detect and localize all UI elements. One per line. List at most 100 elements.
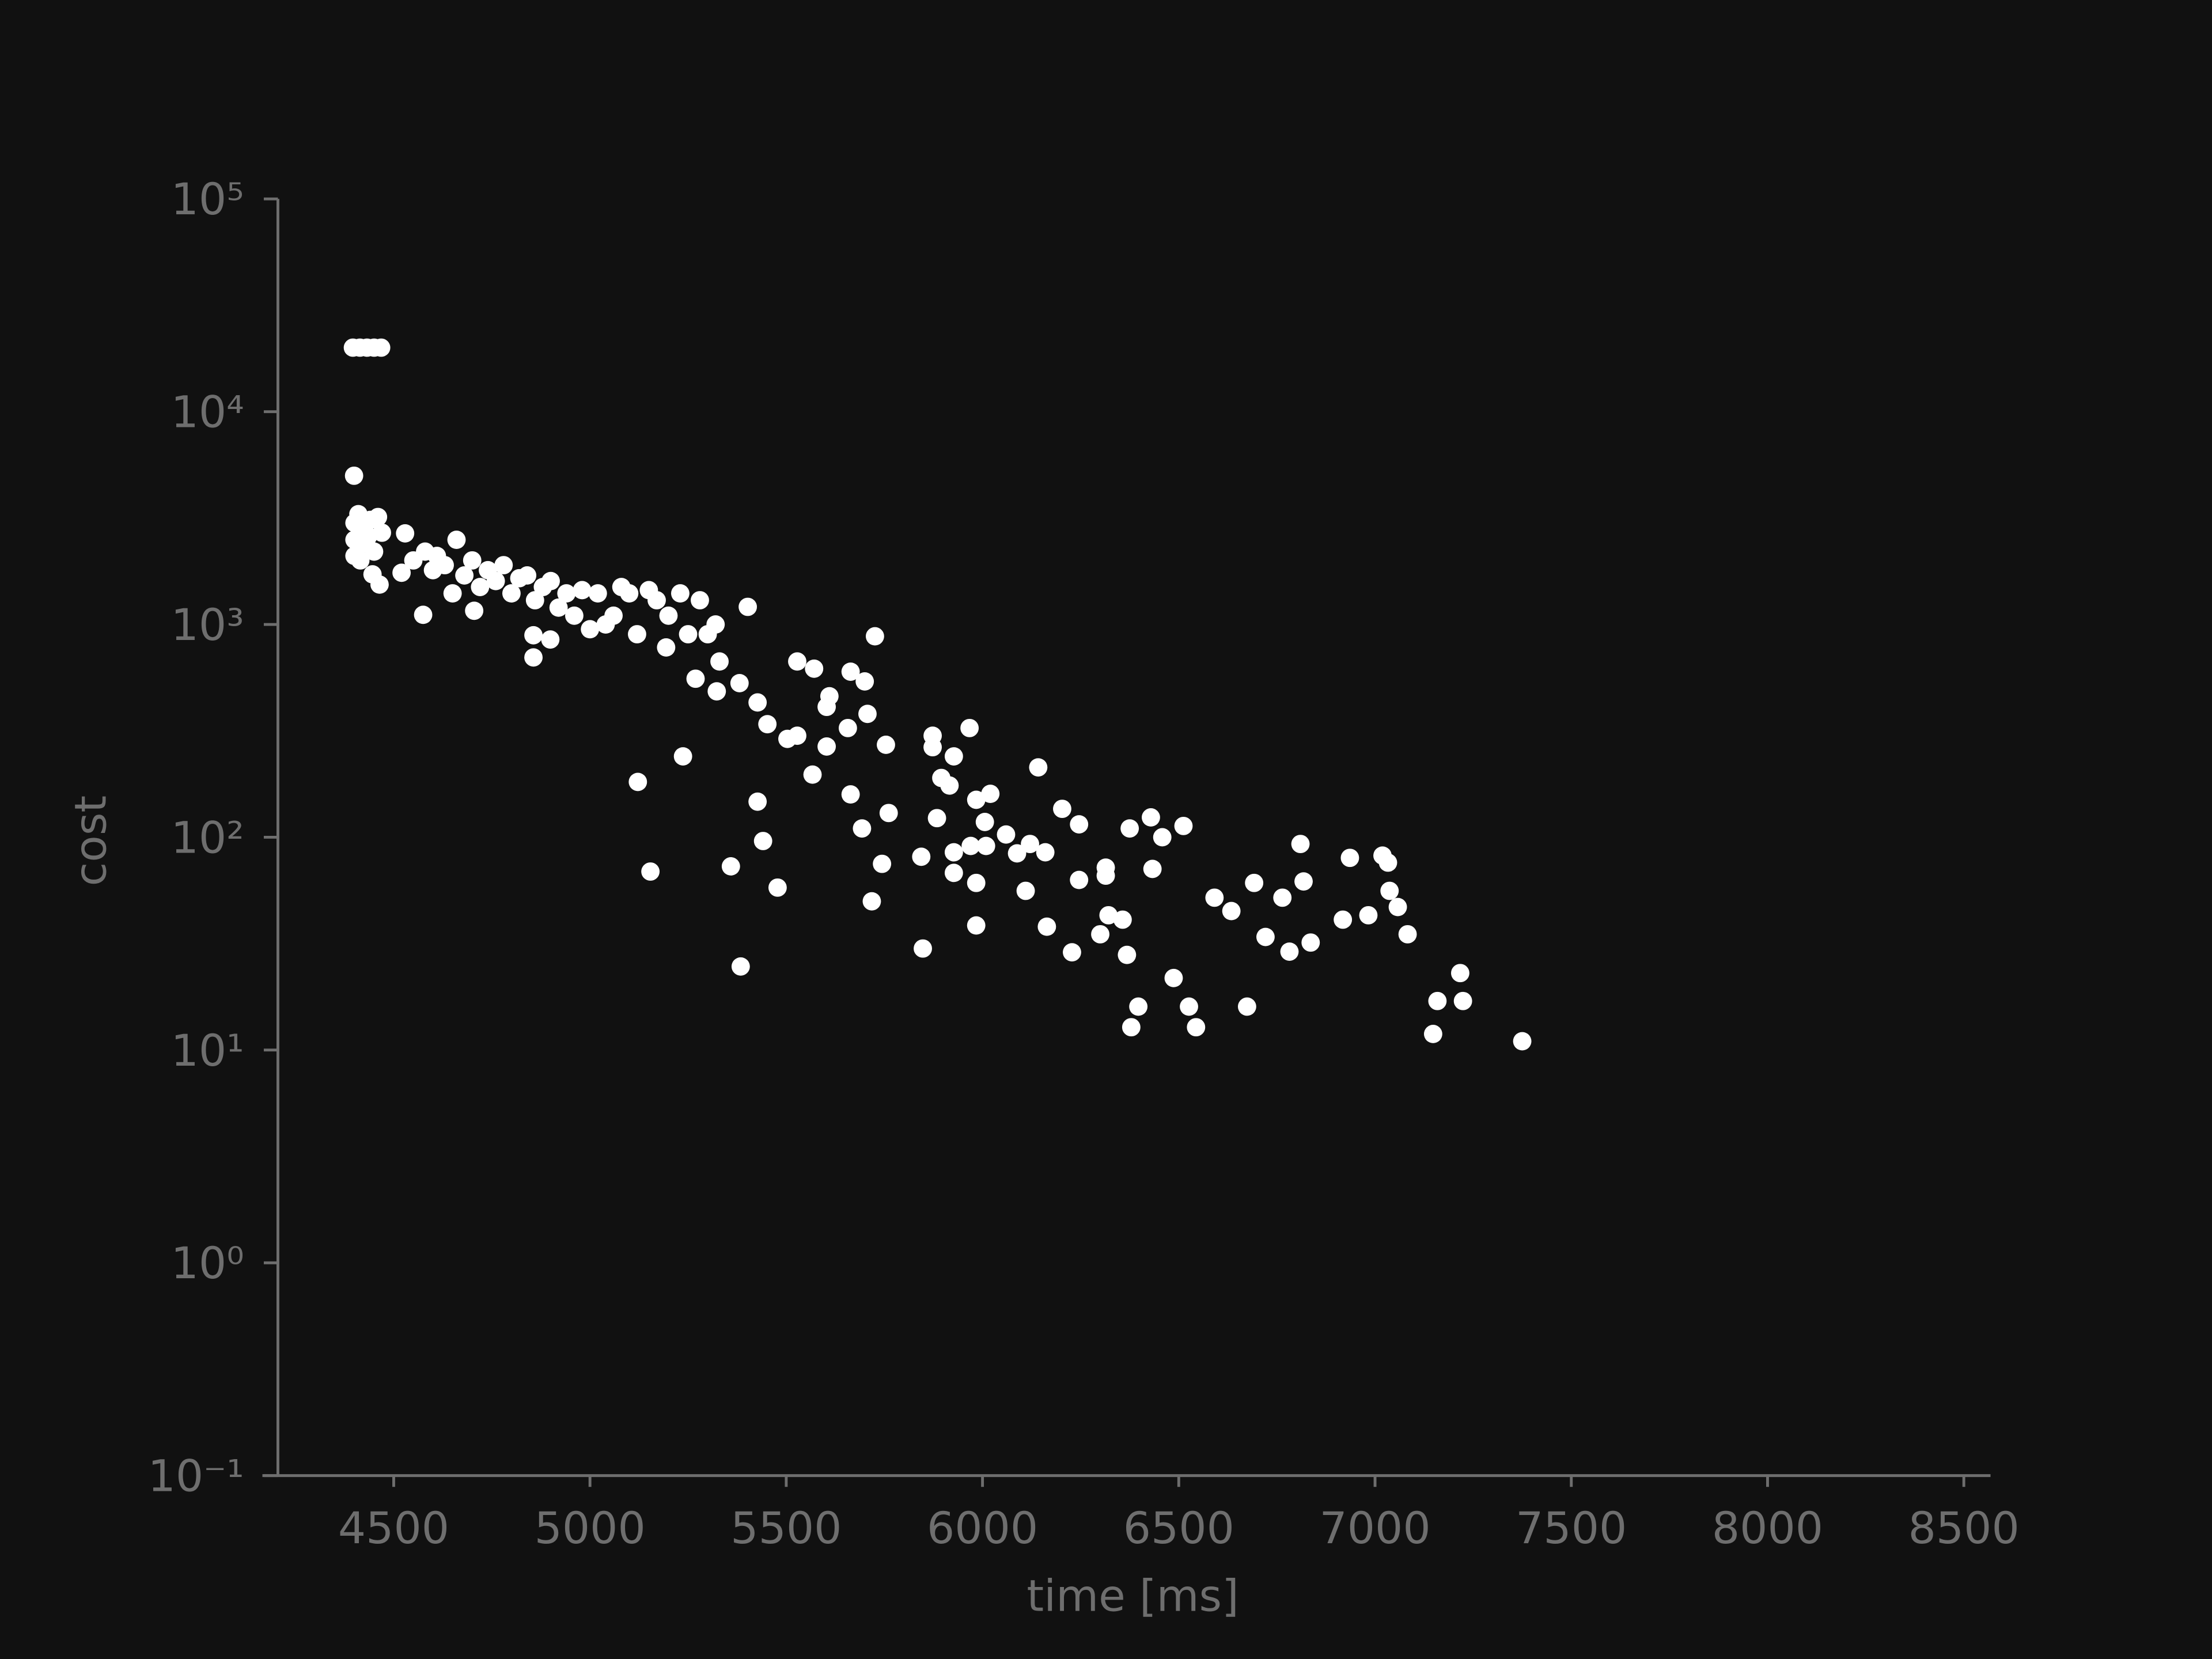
point [912, 847, 931, 866]
point [447, 531, 466, 550]
point [557, 584, 576, 603]
point [961, 836, 980, 855]
point [1359, 906, 1378, 925]
point [758, 715, 777, 734]
point [359, 527, 378, 546]
point [967, 790, 986, 809]
point [486, 571, 505, 590]
point [877, 736, 895, 754]
y-tick-label: 10⁴ [171, 387, 244, 438]
point [641, 862, 660, 881]
point [944, 863, 963, 882]
y-tick-label: 10⁰ [171, 1238, 244, 1289]
point [463, 551, 482, 570]
point [659, 606, 678, 625]
point [960, 718, 979, 737]
point [686, 669, 705, 688]
point [565, 606, 584, 625]
point [1174, 816, 1193, 835]
point [768, 878, 787, 897]
point [647, 591, 666, 609]
point [1340, 849, 1359, 868]
point [573, 581, 592, 600]
point [1428, 991, 1447, 1010]
point [1063, 943, 1081, 962]
point [1118, 945, 1137, 964]
point [1334, 910, 1353, 929]
point [1070, 815, 1089, 834]
point [1398, 925, 1417, 944]
x-tick-label: 6500 [1123, 1503, 1234, 1554]
point [588, 584, 607, 603]
point [1099, 906, 1118, 925]
point [710, 652, 729, 671]
point [788, 726, 806, 745]
point [803, 765, 822, 784]
point [923, 738, 942, 757]
point [525, 591, 544, 609]
point [914, 939, 932, 958]
x-tick-label: 5500 [730, 1503, 842, 1554]
point [1205, 888, 1224, 907]
point [455, 566, 474, 585]
point [1378, 853, 1397, 872]
point [604, 606, 623, 625]
point [518, 566, 537, 585]
point [1245, 873, 1264, 892]
x-tick-label: 7500 [1516, 1503, 1627, 1554]
point [706, 615, 725, 634]
point [628, 772, 647, 791]
point [1070, 870, 1089, 889]
point [1029, 758, 1048, 777]
point [788, 652, 806, 671]
point [1273, 888, 1292, 907]
point [748, 693, 767, 712]
point [494, 556, 513, 575]
point [392, 563, 411, 582]
y-tick-label: 10⁵ [171, 174, 244, 225]
point [1453, 991, 1472, 1010]
point [1388, 897, 1407, 916]
point [524, 648, 543, 667]
point [853, 819, 872, 838]
point [541, 630, 560, 649]
point [748, 792, 767, 811]
point [1153, 828, 1172, 847]
point [373, 523, 391, 542]
point [1053, 800, 1071, 819]
point [841, 785, 860, 804]
point [1016, 881, 1035, 900]
point [671, 584, 690, 603]
point [1143, 859, 1162, 878]
x-tick-label: 8000 [1712, 1503, 1823, 1554]
x-axis-label: time [ms] [1027, 1571, 1238, 1622]
point [344, 466, 363, 485]
x-tick-label: 8500 [1908, 1503, 2020, 1554]
point [940, 776, 959, 795]
x-tick-label: 4500 [338, 1503, 449, 1554]
point [1513, 1032, 1532, 1051]
point [1237, 997, 1256, 1016]
point [1187, 1018, 1206, 1037]
point [1301, 933, 1320, 952]
point [1222, 902, 1241, 921]
y-tick-label: 10⁻¹ [148, 1451, 244, 1502]
point [817, 737, 836, 756]
point [855, 672, 874, 691]
point [738, 597, 757, 616]
point [976, 836, 995, 855]
point [414, 605, 433, 624]
point [1256, 927, 1275, 946]
point [1142, 808, 1160, 827]
point [471, 578, 490, 596]
point [465, 601, 484, 620]
point [707, 682, 726, 701]
y-tick-label: 10² [171, 812, 244, 863]
point [1036, 843, 1055, 862]
point [1294, 872, 1313, 891]
point [1450, 964, 1469, 983]
point [1280, 942, 1299, 961]
point [657, 638, 676, 657]
